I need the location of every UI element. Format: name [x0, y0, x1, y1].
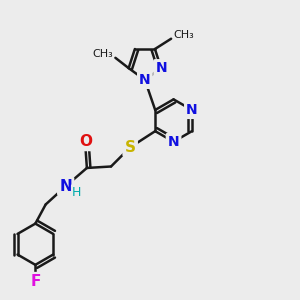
Text: S: S: [125, 140, 136, 155]
Text: N: N: [139, 73, 151, 87]
Text: O: O: [79, 134, 92, 149]
Text: N: N: [168, 135, 179, 149]
Text: N: N: [59, 179, 72, 194]
Text: CH₃: CH₃: [173, 30, 194, 40]
Text: F: F: [30, 274, 40, 289]
Text: CH₃: CH₃: [92, 49, 113, 59]
Text: N: N: [155, 61, 167, 75]
Text: H: H: [72, 186, 82, 199]
Text: N: N: [186, 103, 198, 117]
